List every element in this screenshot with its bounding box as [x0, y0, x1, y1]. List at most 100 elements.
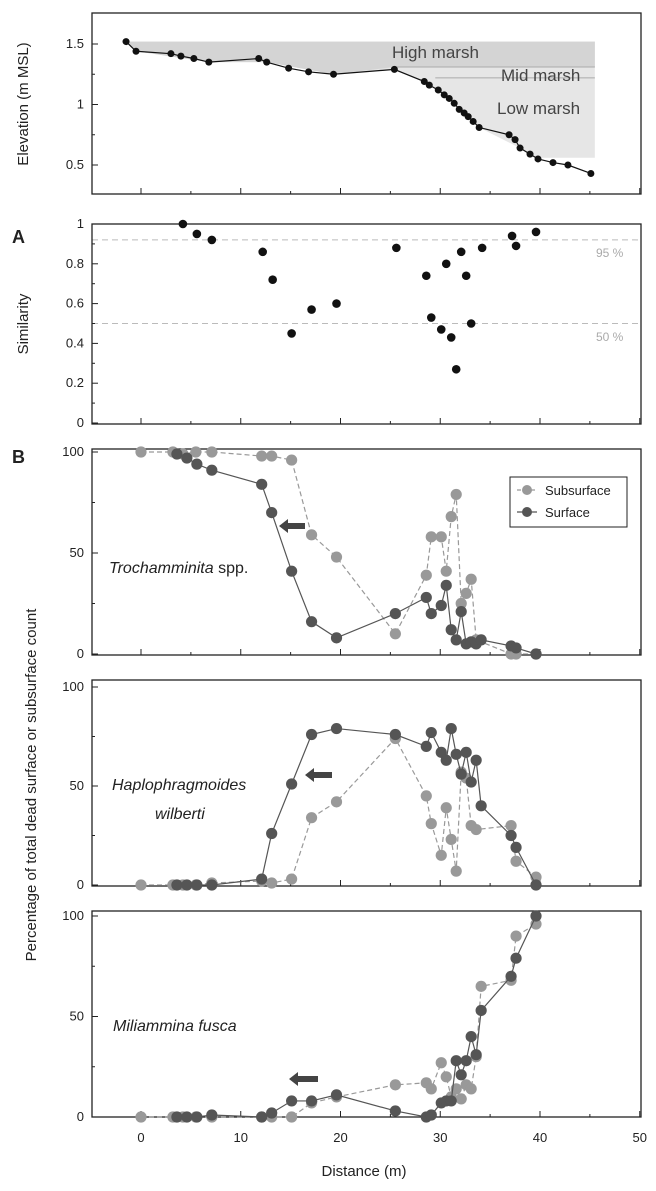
panel-frame [91, 910, 642, 1118]
mid-marsh-label: Mid marsh [501, 66, 580, 85]
surface-point [465, 776, 477, 788]
surface-point [286, 778, 298, 790]
elevation-point [205, 58, 213, 66]
surface-point [206, 879, 218, 891]
surface-point [171, 879, 183, 891]
similarity-point [446, 333, 456, 342]
y-tick-label: 50 [70, 545, 84, 560]
surface-point [440, 579, 452, 591]
elevation-point [263, 58, 271, 66]
elevation-point [469, 117, 477, 125]
y-tick-label: 0 [77, 1109, 84, 1124]
surface-point [425, 726, 437, 739]
surface-point [475, 800, 487, 812]
surface-point [460, 1055, 472, 1067]
elevation-point [445, 94, 453, 102]
subsurface-point [450, 488, 462, 501]
surface-point [256, 478, 268, 490]
subsurface-point [286, 873, 298, 885]
surface-point [181, 879, 193, 891]
surface-point [286, 1095, 298, 1107]
similarity-point [392, 243, 401, 253]
subsurface-point [465, 1083, 477, 1095]
elevation-point [455, 105, 463, 113]
percentage-axis-title: Percentage of total dead surface or subs… [23, 608, 40, 962]
y-tick-label: 1 [77, 216, 84, 231]
surface-point [530, 879, 542, 891]
y-tick-label: 100 [62, 679, 84, 694]
surface-point [330, 722, 343, 735]
elevation-point [526, 150, 534, 158]
surface-point [455, 768, 467, 780]
surface-point [305, 1095, 318, 1107]
surface-point [530, 648, 542, 660]
legend-subsurface-marker [522, 485, 532, 495]
y-tick-label: 0.6 [66, 296, 84, 311]
surface-series-line [176, 453, 537, 655]
surface-point [460, 746, 472, 758]
x-tick-label: 20 [333, 1130, 347, 1145]
species-label-miliammina: Miliammina fusca [113, 1018, 237, 1035]
x-tick-label: 50 [633, 1130, 647, 1145]
elevation-point [475, 123, 483, 131]
similarity-point [332, 299, 341, 308]
subsurface-point [440, 565, 452, 577]
subsurface-point [330, 796, 343, 808]
surface-point [171, 1111, 183, 1123]
elevation-point [122, 38, 130, 46]
panel-frame [91, 12, 642, 195]
surface-point [465, 1031, 477, 1043]
similarity-point [268, 275, 277, 285]
y-tick-label: 0.5 [66, 157, 84, 172]
panel-letter-b: B [12, 447, 25, 467]
subsurface-point [389, 1079, 401, 1091]
distance-axis-title: Distance (m) [321, 1163, 406, 1180]
arrow-haplophragmoides [305, 768, 332, 782]
panel-frame [91, 679, 642, 887]
surface-point [445, 722, 457, 735]
surface-point [191, 458, 203, 470]
subsurface-point [435, 531, 447, 543]
surface-series-line [176, 727, 537, 886]
subsurface-point [425, 818, 437, 830]
surface-point [171, 448, 183, 460]
surface-point [191, 1111, 203, 1123]
similarity-point [421, 271, 431, 281]
x-tick-label: 30 [433, 1130, 447, 1145]
subsurface-point [450, 865, 462, 877]
surface-point [510, 642, 522, 654]
surface-point [450, 1055, 462, 1067]
marks-layer [122, 38, 595, 1123]
surface-point [191, 879, 203, 891]
x-tick-label: 40 [533, 1130, 547, 1145]
y-tick-label: 100 [62, 444, 84, 459]
similarity-point [441, 259, 451, 269]
similarity-point [477, 243, 487, 253]
legend-surface-marker [522, 507, 532, 517]
surface-point [206, 1109, 218, 1121]
low-marsh-label: Low marsh [497, 99, 580, 118]
surface-point [181, 452, 193, 464]
subsurface-point [266, 877, 278, 889]
surface-point [286, 565, 298, 577]
surface-series-line [176, 915, 537, 1118]
y-tick-label: 100 [62, 908, 84, 923]
surface-point [445, 624, 457, 636]
panel-letter-a: A [12, 227, 25, 247]
elevation-point [516, 144, 524, 152]
surface-point [389, 608, 401, 620]
subsurface-point [266, 450, 278, 462]
subsurface-point [286, 454, 298, 466]
surface-point [505, 970, 517, 982]
surface-point [425, 608, 437, 620]
surface-point [510, 841, 522, 853]
surface-point [530, 910, 542, 922]
species-label-haplophragmoides-line2: wilberti [155, 806, 205, 823]
similarity-point [511, 241, 521, 251]
y-tick-label: 0.4 [66, 335, 84, 350]
surface-point [470, 754, 482, 766]
similarity-point [287, 329, 296, 338]
elevation-point [549, 159, 557, 167]
y-tick-label: 0 [77, 415, 84, 430]
surface-point [330, 632, 343, 644]
